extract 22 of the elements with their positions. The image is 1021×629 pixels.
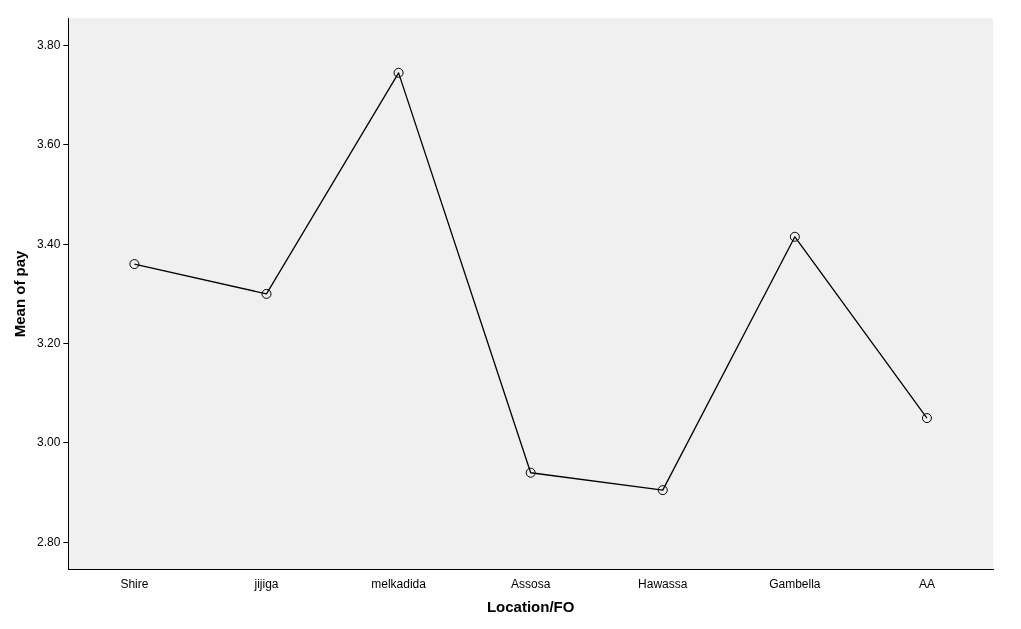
y-tick-label: 3.60 bbox=[37, 137, 61, 152]
x-axis-title: Location/FO bbox=[486, 598, 575, 616]
x-tick-label: Gambella bbox=[769, 577, 821, 592]
point bbox=[525, 467, 536, 478]
x-tick-label: Assosa bbox=[511, 577, 551, 592]
point bbox=[921, 413, 932, 424]
x-tick-label: Hawassa bbox=[638, 577, 688, 592]
x-tick-label: jijiga bbox=[253, 577, 279, 592]
point bbox=[393, 67, 404, 78]
y-tick-label: 3.40 bbox=[37, 236, 61, 251]
point bbox=[261, 288, 272, 299]
point bbox=[129, 259, 140, 270]
point bbox=[789, 231, 800, 242]
y-axis-title: Mean of pay bbox=[11, 249, 29, 338]
y-tick-label: 3.80 bbox=[37, 37, 61, 52]
y-tick-label: 2.80 bbox=[37, 534, 61, 549]
y-tick-label: 3.20 bbox=[37, 335, 61, 350]
x-tick-label: Shire bbox=[120, 577, 149, 592]
point bbox=[657, 485, 668, 496]
x-tick-label: AA bbox=[918, 577, 935, 592]
x-tick-label: melkadida bbox=[371, 577, 427, 592]
y-tick-label: 3.00 bbox=[37, 435, 61, 450]
